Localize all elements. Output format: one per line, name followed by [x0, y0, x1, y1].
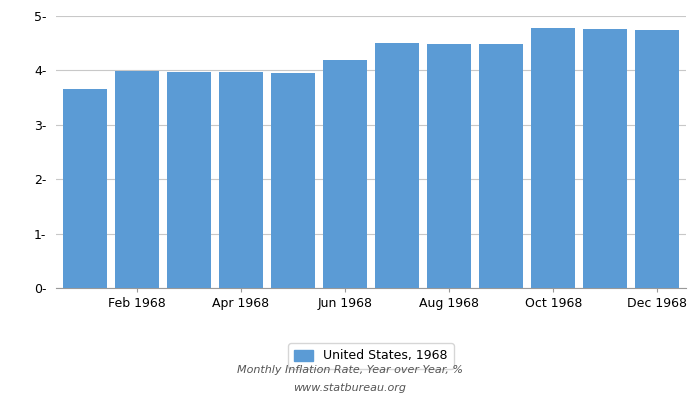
Bar	[167, 72, 211, 288]
Text: Monthly Inflation Rate, Year over Year, %: Monthly Inflation Rate, Year over Year, …	[237, 365, 463, 375]
Legend: United States, 1968: United States, 1968	[288, 343, 454, 369]
Bar	[218, 72, 263, 288]
Bar	[271, 73, 315, 288]
Bar	[62, 90, 107, 288]
Bar	[583, 28, 627, 288]
Bar	[479, 44, 524, 288]
Bar	[323, 60, 367, 288]
Bar	[375, 43, 419, 288]
Bar	[635, 30, 680, 288]
Text: www.statbureau.org: www.statbureau.org	[293, 383, 407, 393]
Bar	[427, 44, 471, 288]
Bar	[531, 28, 575, 288]
Bar	[115, 72, 159, 288]
